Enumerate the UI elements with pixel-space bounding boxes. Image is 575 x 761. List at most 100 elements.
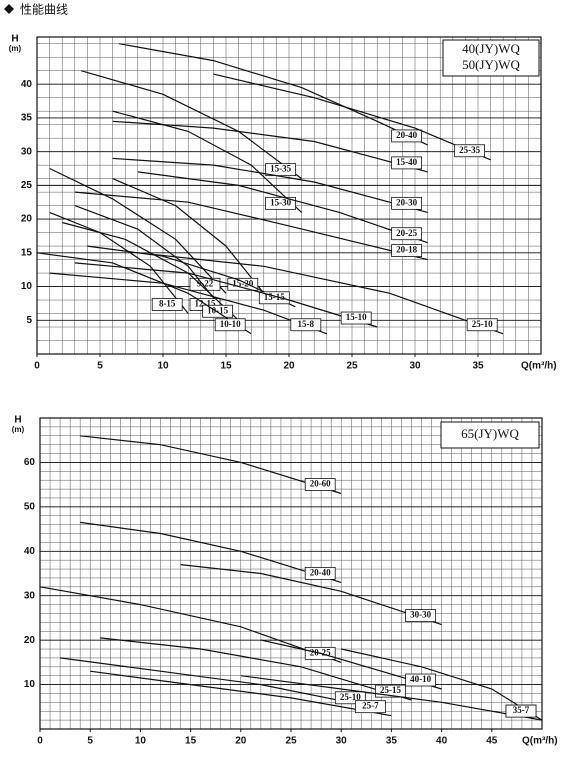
curve-label: 25-35: [459, 145, 480, 155]
pump-curve: [74, 205, 227, 314]
curve-label-box: [505, 704, 537, 718]
pump-curve: [74, 262, 378, 328]
y-tick-label: 60: [24, 457, 36, 468]
x-tick-label: 20: [283, 361, 295, 372]
pump-curve: [60, 657, 372, 708]
y-axis-label: H: [14, 415, 21, 426]
curve-label: 25-10: [340, 692, 361, 702]
curve-label: 20-25: [396, 228, 417, 238]
curve-label-box: [391, 227, 423, 241]
x-tick-label: 10: [135, 736, 147, 747]
curve-label: 30-30: [410, 610, 431, 620]
pump-curve: [137, 171, 428, 244]
x-axis-label: Q(m³/h): [522, 736, 558, 747]
page-header: 性能曲线: [20, 3, 68, 17]
curve-label: 25-15: [380, 685, 401, 695]
pump-curve: [80, 70, 302, 180]
curve-label-box: [304, 566, 336, 580]
curve-label: 9-22: [197, 278, 214, 288]
curve-label-box: [290, 318, 322, 332]
pump-curve: [36, 252, 252, 335]
y-tick-label: 5: [26, 315, 32, 326]
curve-label: 20-40: [396, 130, 417, 140]
curve-label-box: [391, 156, 423, 170]
curve-label-box: [258, 291, 290, 305]
curve-label-box: [391, 196, 423, 210]
chart-title: 65(JY)WQ: [461, 426, 519, 441]
x-tick-label: 0: [34, 361, 40, 372]
x-tick-label: 5: [87, 736, 93, 747]
curve-label-box: [391, 244, 423, 257]
curve-label: 15-15: [264, 292, 285, 302]
pump-curve: [240, 675, 543, 721]
x-axis-label: Q(m³/h): [521, 361, 557, 372]
curve-label-box: [405, 609, 437, 622]
curve-label: 10-10: [220, 319, 241, 329]
curve-label-box: [340, 311, 372, 325]
curve-label: 35-7: [513, 705, 530, 715]
curve-label: 40-10: [410, 674, 431, 684]
x-tick-label: 35: [472, 361, 484, 372]
curve-label-box: [227, 277, 259, 291]
curve-label: 15-40: [396, 157, 417, 167]
y-tick-label: 35: [21, 113, 33, 124]
x-tick-label: 30: [336, 736, 348, 747]
curve-label-box: [391, 129, 423, 143]
pump-curve: [112, 178, 265, 294]
curve-label-box: [304, 478, 336, 491]
curve-label: 15-20: [232, 278, 253, 288]
curve-label: 20-25: [310, 647, 331, 657]
y-tick-label: 20: [21, 214, 33, 225]
curve-label: 15-35: [270, 164, 291, 174]
curve-label-box: [265, 163, 297, 177]
pump-curve: [80, 521, 342, 583]
x-tick-label: 0: [37, 736, 43, 747]
pump-curve: [180, 564, 442, 626]
curve-label: 15-10: [346, 312, 367, 322]
pump-curve: [39, 586, 342, 663]
pump-curve: [100, 637, 412, 701]
pump-curve: [118, 43, 428, 146]
curve-label-box: [151, 298, 183, 311]
curve-label: 8-15: [159, 299, 176, 309]
curve-label-box: [354, 700, 386, 714]
curve-label: 20-60: [310, 479, 331, 489]
y-tick-label: 30: [24, 590, 36, 601]
y-tick-label: 30: [21, 146, 33, 157]
x-tick-label: 15: [220, 361, 232, 372]
y-axis-label: (m): [12, 425, 25, 434]
pump-curve: [49, 211, 189, 314]
pump-curve: [112, 110, 303, 213]
y-tick-label: 25: [21, 180, 33, 191]
x-tick-label: 30: [409, 361, 421, 372]
y-tick-label: 10: [21, 281, 33, 292]
pump-curve: [80, 435, 342, 495]
pump-curve: [112, 157, 428, 213]
x-tick-label: 10: [157, 361, 169, 372]
curve-label: 20-30: [396, 197, 417, 207]
pump-curve: [213, 73, 491, 161]
pump-curve: [90, 670, 392, 717]
title-box: [440, 421, 540, 449]
curve-label: 25-10: [472, 319, 493, 329]
x-tick-label: 35: [386, 736, 398, 747]
curve-label-box: [214, 318, 246, 332]
curve-label: 25-7: [362, 701, 379, 711]
y-tick-label: 10: [24, 679, 36, 690]
x-tick-label: 20: [235, 736, 247, 747]
curve-label-box: [466, 318, 498, 332]
pump-curve: [112, 120, 428, 173]
pump-curve: [137, 252, 504, 335]
curve-label-box: [405, 673, 437, 687]
pump-curve: [74, 191, 428, 261]
x-tick-label: 5: [97, 361, 103, 372]
title-box: [442, 39, 540, 77]
curve-label: 15-30: [270, 197, 291, 207]
curve-label-box: [202, 304, 234, 318]
pump-curve: [49, 167, 227, 294]
curve-label-box: [265, 196, 297, 210]
x-tick-label: 25: [285, 736, 297, 747]
y-tick-label: 40: [21, 79, 33, 90]
